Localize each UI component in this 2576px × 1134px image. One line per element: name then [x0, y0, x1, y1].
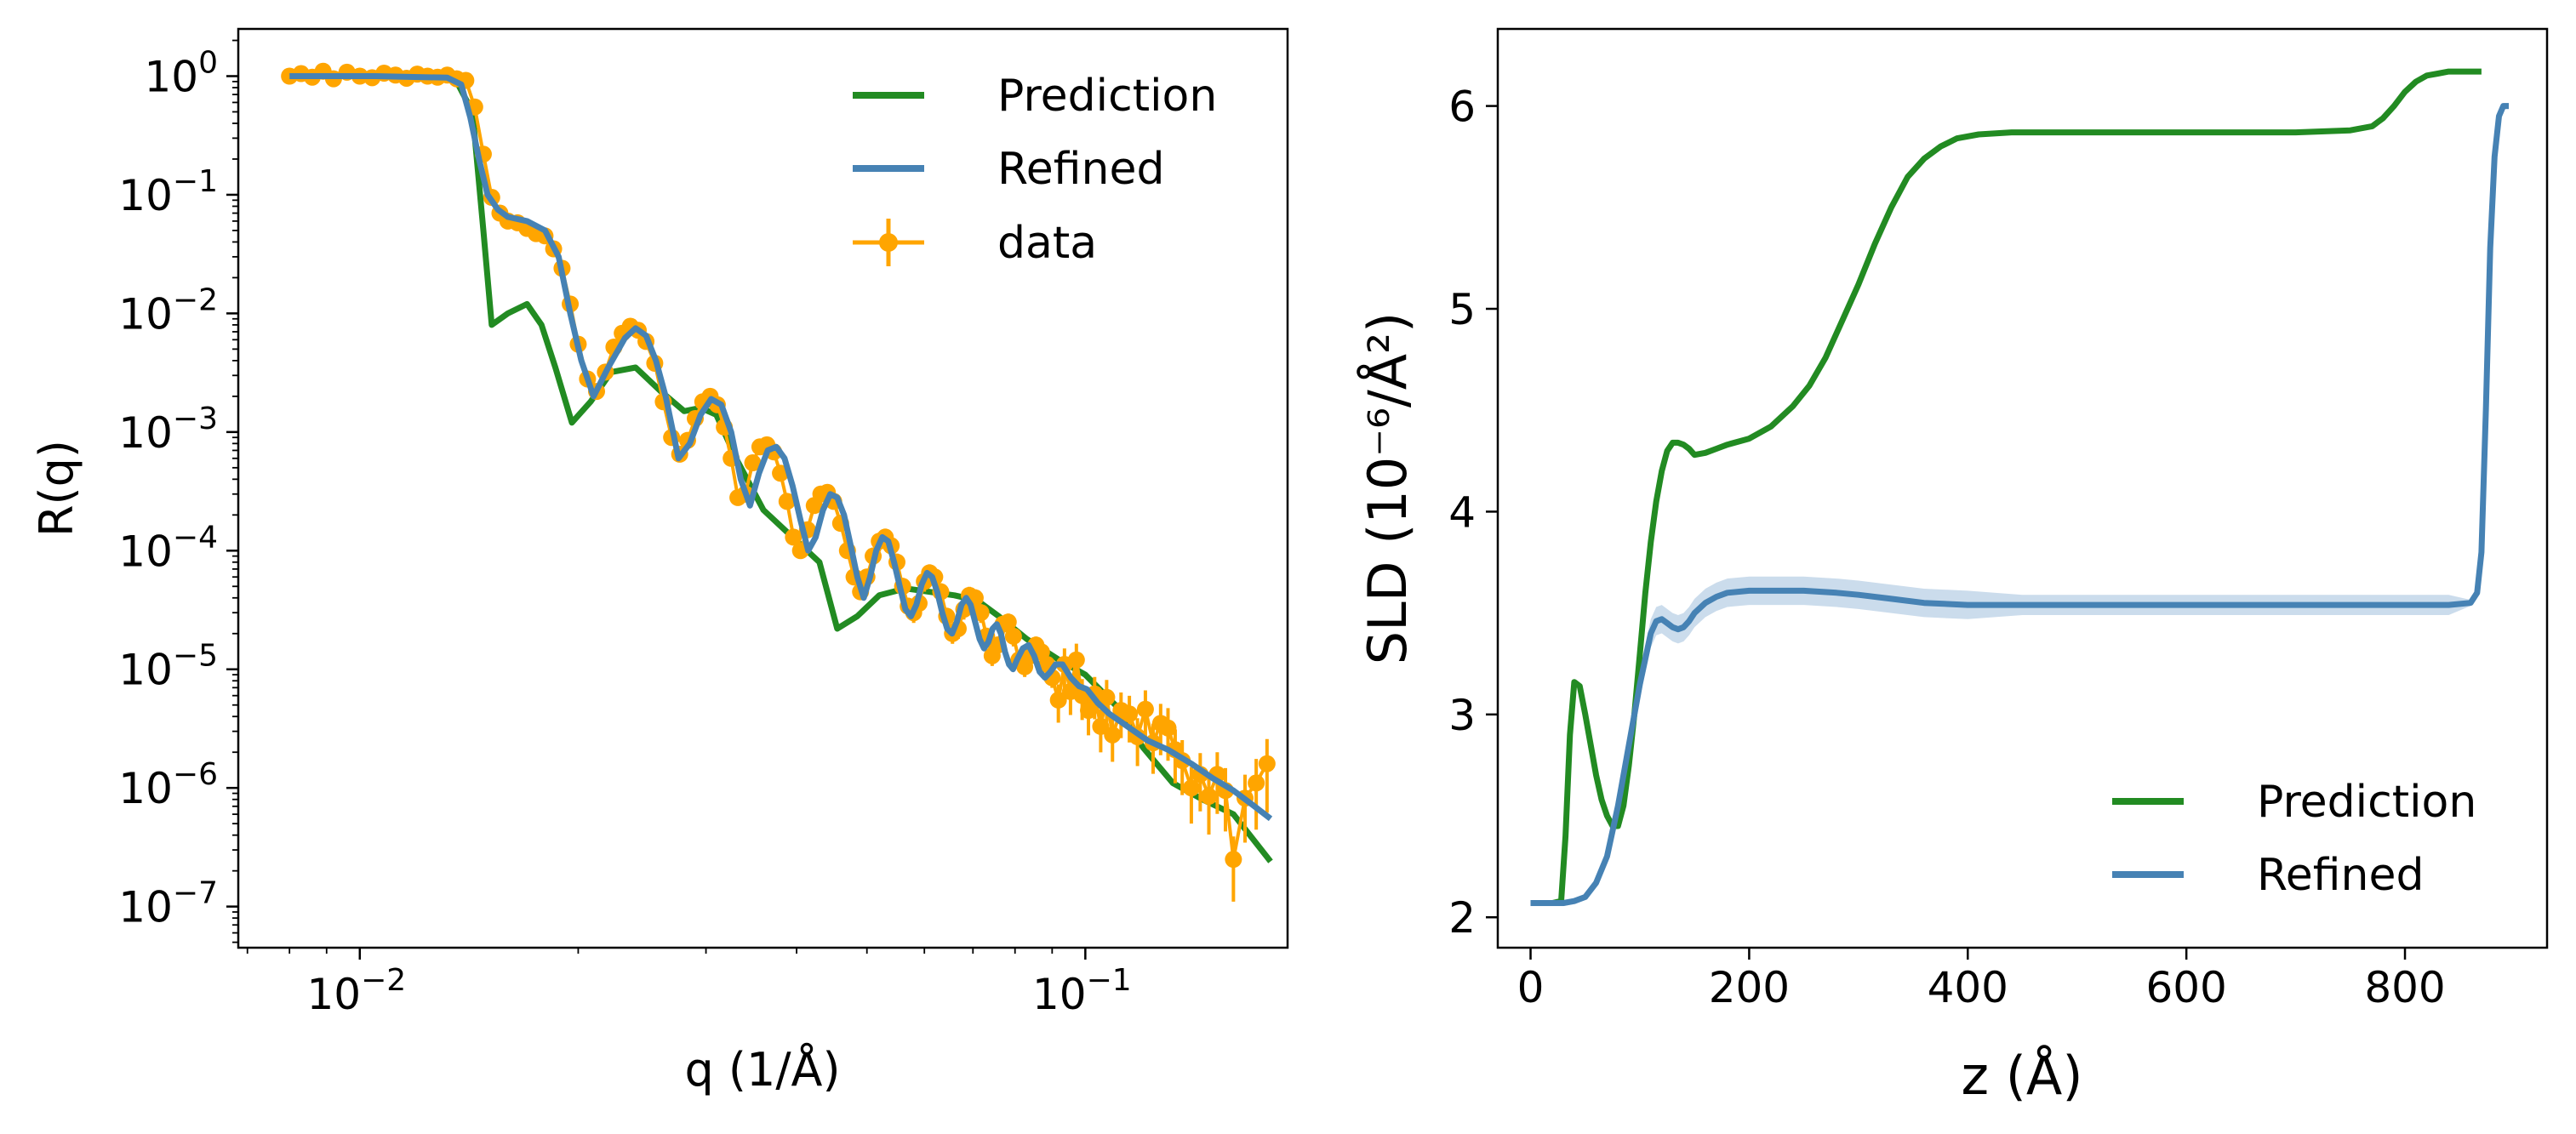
data-point [1067, 651, 1085, 669]
legend-label-data: data [997, 218, 1097, 269]
data-point [1159, 719, 1177, 737]
left-y-tick-label: 10−3 [118, 402, 218, 458]
left-y-axis-label: R(q) [30, 440, 83, 537]
right-y-tick-label: 3 [1448, 691, 1476, 740]
right-x-tick-label: 400 [1928, 963, 2008, 1012]
series-refined-line [289, 73, 1273, 822]
right-x-tick-label: 800 [2364, 963, 2445, 1012]
data-point [1004, 627, 1022, 645]
right-y-tick-label: 5 [1448, 285, 1476, 334]
legend-label-refined: Refined [997, 144, 1165, 195]
data-point [785, 528, 803, 546]
data-point [1200, 788, 1218, 806]
right-x-tick-label: 200 [1709, 963, 1790, 1012]
data-point [1080, 702, 1098, 720]
left-y-tick-label: 10−7 [118, 876, 218, 932]
right-legend: Prediction Refined [2112, 777, 2476, 901]
left-y-tick-label: 10−5 [118, 639, 218, 695]
data-point [1049, 691, 1067, 709]
data-point [1104, 726, 1122, 744]
left-y-tick-label: 100 [144, 45, 218, 101]
right-axes-frame [1496, 27, 2549, 949]
data-point [744, 454, 762, 472]
right-y-tick-label: 2 [1448, 893, 1476, 943]
right-x-axis-label: z (Å) [1961, 1045, 2082, 1107]
left-y-tick-label: 10−1 [118, 164, 218, 220]
data-point [1098, 688, 1116, 706]
data-point [1182, 779, 1200, 797]
series-refined-line [1530, 103, 2509, 906]
right-y-tick-label: 6 [1448, 83, 1476, 132]
legend-label-prediction: Prediction [997, 71, 1217, 122]
data-point [1225, 851, 1242, 869]
right-x-tick-label: 0 [1517, 963, 1545, 1012]
data-point [1121, 705, 1139, 723]
right-y-tick-label: 4 [1448, 487, 1476, 537]
legend-label-prediction: Prediction [2257, 777, 2476, 828]
data-point [1136, 700, 1154, 718]
left-axes-frame [237, 27, 1289, 949]
right-x-tick-label: 600 [2145, 963, 2226, 1012]
data-point [778, 493, 796, 510]
sld-profile-chart: 2 3 4 5 6 0 200 400 600 800 z (Å) SLD (10⁻⁶/Å²) P… [1357, 27, 2549, 1107]
data-point [1248, 774, 1265, 792]
left-x-axis-label: q (1/Å) [684, 1042, 840, 1097]
left-y-tick-label: 10−2 [118, 282, 218, 339]
left-x-tick-label: 10−1 [1032, 963, 1132, 1019]
right-plot-area [1530, 68, 2509, 907]
left-x-tick-label: 10−2 [306, 963, 406, 1019]
left-y-tick-label: 10−4 [118, 520, 218, 576]
series-prediction-line [1530, 68, 2482, 906]
right-axis-ticks: 2 3 4 5 6 0 200 400 600 800 [1448, 83, 2446, 1012]
left-legend: Prediction Refined data [853, 71, 1217, 269]
left-plot-area [281, 62, 1276, 902]
legend-label-refined: Refined [2257, 850, 2425, 901]
data-point [999, 613, 1017, 631]
legend-swatch-data-marker [879, 233, 898, 252]
left-y-tick-label: 10−6 [118, 757, 218, 813]
data-point [1258, 755, 1276, 772]
right-y-axis-label: SLD (10⁻⁶/Å²) [1357, 312, 1419, 664]
